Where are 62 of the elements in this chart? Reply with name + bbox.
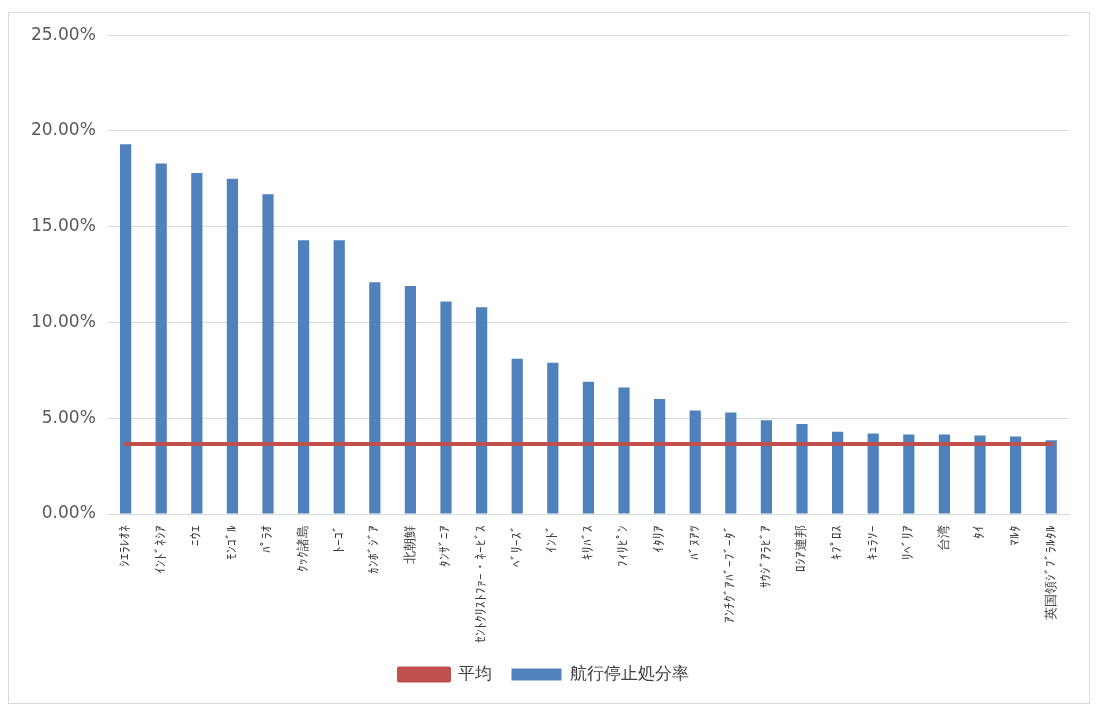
bar xyxy=(938,434,951,514)
y-tick-label: 5.00% xyxy=(41,406,96,427)
bar xyxy=(618,387,630,514)
x-tick-label: ｸｯｸ諸島 xyxy=(294,525,310,572)
x-tick-label: ﾊﾞﾇｱﾂ xyxy=(686,525,702,560)
bar xyxy=(440,301,452,514)
bar xyxy=(333,240,345,514)
x-tick-label: 台湾 xyxy=(935,525,951,551)
bar xyxy=(511,358,523,514)
bar xyxy=(547,362,559,514)
y-tick-label: 25.00% xyxy=(30,23,96,44)
x-tick-label: ﾛｼｱ連邦 xyxy=(793,525,809,572)
bar xyxy=(1045,440,1057,514)
y-tick-label: 10.00% xyxy=(30,310,96,331)
x-tick-label: ﾆｳｴ xyxy=(188,525,204,546)
x-tick-label: ﾘﾍﾞﾘｱ xyxy=(900,525,916,560)
x-tick-label: ﾓﾝｺﾞﾙ xyxy=(223,525,239,560)
x-tick-label: ｼｴﾗﾚｵﾈ xyxy=(117,525,132,567)
x-tick-label: ｻｳｼﾞｱﾗﾋﾞｱ xyxy=(757,525,773,588)
bar xyxy=(974,435,986,514)
x-tick-label: ｲﾀﾘｱ xyxy=(650,525,666,553)
x-tick-label: ｱﾝﾁｸﾞｱﾊﾞｰﾌﾞｰﾀﾞ xyxy=(722,525,738,623)
y-tick-label: 15.00% xyxy=(30,215,96,236)
bar xyxy=(369,282,381,514)
x-tick-label: ﾏﾙﾀ xyxy=(1006,525,1022,546)
bar xyxy=(262,194,274,514)
x-tick-label: ｾﾝﾄｸﾘｽﾄﾌｧｰ・ﾈｰﾋﾞｽ xyxy=(472,525,488,643)
legend-label: 航行停止処分率 xyxy=(570,662,689,683)
x-tick-label: ﾄｰｺﾞ xyxy=(330,525,346,553)
x-tick-label: ｶﾝﾎﾞｼﾞｱ xyxy=(366,525,382,574)
x-tick-label: ﾍﾞﾘｰｽﾞ xyxy=(508,525,524,567)
y-tick-label: 0.00% xyxy=(41,502,96,523)
x-tick-label: ﾌｨﾘﾋﾟﾝ xyxy=(615,525,631,567)
bar xyxy=(760,420,773,514)
x-tick-label: ﾀﾝｻﾞﾆｱ xyxy=(437,525,453,567)
y-tick-label: 20.00% xyxy=(30,119,96,140)
bar xyxy=(654,399,666,514)
bar xyxy=(226,178,239,514)
legend-label: 平均 xyxy=(457,662,492,683)
x-tick-label: ｲﾝﾄﾞﾈｼｱ xyxy=(152,525,168,574)
x-tick-label: ｷｭﾗｿｰ xyxy=(864,525,880,560)
x-tick-label: 北朝鮮 xyxy=(401,525,417,564)
bar xyxy=(155,163,167,514)
bar xyxy=(867,433,879,514)
bar xyxy=(120,144,132,514)
bar xyxy=(582,381,595,514)
bar xyxy=(191,173,203,514)
x-tick-label: ｷﾌﾟﾛｽ xyxy=(828,525,844,560)
x-tick-label: ｷﾘﾊﾞｽ xyxy=(579,525,595,560)
bar xyxy=(689,410,701,514)
bar xyxy=(476,307,488,514)
x-tick-label: ﾊﾟﾗｵ xyxy=(259,525,275,553)
bar xyxy=(725,412,737,514)
x-tick-label: ｲﾝﾄﾞ xyxy=(544,525,560,553)
bar xyxy=(903,434,915,514)
bar xyxy=(1009,436,1022,514)
x-tick-label: ﾀｲ xyxy=(971,525,987,539)
bar xyxy=(832,431,844,514)
x-tick-label: 英国領ｼﾞﾌﾞﾗﾙﾀﾙ xyxy=(1042,525,1058,620)
bar xyxy=(298,240,310,514)
bar xyxy=(404,286,417,514)
bar xyxy=(796,423,808,514)
